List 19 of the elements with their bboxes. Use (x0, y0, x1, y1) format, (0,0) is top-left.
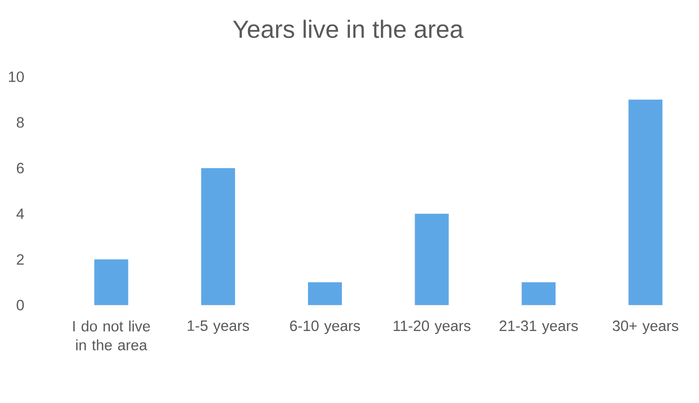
bar (94, 260, 128, 306)
x-tick-label: 21-31 years (500, 320, 578, 334)
y-tick-label: 8 (16, 117, 24, 128)
y-tick-label: 4 (16, 208, 24, 219)
x-tick-label: 11-20 years (394, 320, 470, 334)
bar (414, 214, 449, 306)
bar (628, 100, 662, 306)
bar (522, 282, 556, 306)
y-tick-label: 10 (8, 72, 24, 82)
x-tick-label: 1-5 years (188, 320, 249, 334)
y-tick-label: 0 (16, 300, 24, 310)
y-tick-label: 2 (16, 254, 24, 265)
chart-title: Years live in the area (233, 20, 464, 38)
x-tick-label: 30+ years (612, 320, 678, 334)
bar (308, 282, 342, 306)
bar (201, 168, 236, 306)
x-tick-label: I do not live in the area (73, 320, 150, 350)
x-tick-label: 6-10 years (290, 320, 360, 334)
y-tick-label: 6 (16, 162, 24, 174)
